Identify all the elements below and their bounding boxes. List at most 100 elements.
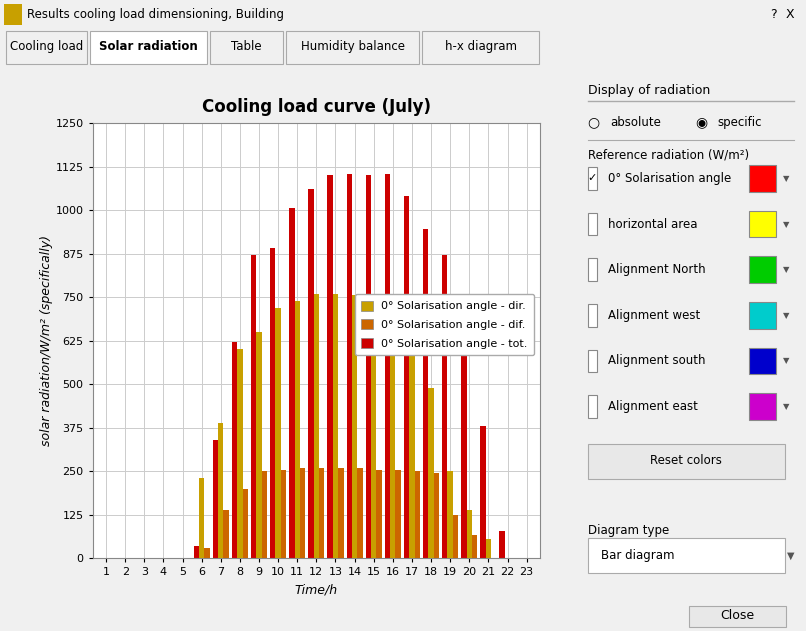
Text: ▼: ▼ <box>783 265 789 274</box>
Text: ▼: ▼ <box>783 402 789 411</box>
Bar <box>294 301 300 558</box>
Bar <box>4 4 22 25</box>
Bar <box>232 343 237 558</box>
Bar <box>289 208 294 558</box>
Text: ▼: ▼ <box>783 357 789 365</box>
Bar <box>588 213 597 235</box>
Bar <box>300 468 305 558</box>
FancyBboxPatch shape <box>6 31 87 64</box>
FancyBboxPatch shape <box>90 31 207 64</box>
FancyBboxPatch shape <box>210 31 283 64</box>
Bar <box>376 469 382 558</box>
Bar <box>314 293 319 558</box>
FancyBboxPatch shape <box>588 538 785 573</box>
Bar <box>434 473 439 558</box>
Text: ?: ? <box>771 8 777 21</box>
Bar <box>193 546 199 558</box>
Text: Alignment east: Alignment east <box>608 400 698 413</box>
Title: Cooling load curve (July): Cooling load curve (July) <box>202 98 431 116</box>
Bar <box>339 468 343 558</box>
Text: Results cooling load dimensioning, Building: Results cooling load dimensioning, Build… <box>27 8 284 21</box>
X-axis label: Time/h: Time/h <box>295 583 338 596</box>
Bar <box>199 478 205 558</box>
Bar <box>423 229 428 558</box>
Bar <box>461 336 467 558</box>
Bar <box>276 308 280 558</box>
Text: Reset colors: Reset colors <box>650 454 722 467</box>
Text: Cooling load: Cooling load <box>10 40 83 54</box>
Bar <box>588 304 597 327</box>
Bar <box>447 471 453 558</box>
Bar <box>237 350 243 558</box>
Bar <box>428 388 434 558</box>
Text: Alignment west: Alignment west <box>608 309 700 322</box>
Text: Display of radiation: Display of radiation <box>588 85 710 97</box>
Bar <box>280 469 286 558</box>
Text: 0° Solarisation angle: 0° Solarisation angle <box>608 172 731 185</box>
Bar <box>309 189 314 558</box>
Legend: 0° Solarisation angle - dir., 0° Solarisation angle - dif., 0° Solarisation angl: 0° Solarisation angle - dir., 0° Solaris… <box>355 294 534 355</box>
Text: horizontal area: horizontal area <box>608 218 697 230</box>
Text: h-x diagram: h-x diagram <box>445 40 517 54</box>
Text: ▼: ▼ <box>783 220 789 228</box>
Bar <box>749 302 776 329</box>
Bar <box>223 510 229 558</box>
Bar <box>371 297 376 558</box>
Bar <box>453 515 458 558</box>
Bar <box>749 256 776 283</box>
Text: Alignment south: Alignment south <box>608 355 705 367</box>
Bar <box>472 534 477 558</box>
Text: ○: ○ <box>588 115 600 129</box>
Bar <box>243 489 248 558</box>
Bar <box>347 174 352 558</box>
Y-axis label: solar radiation/W/m² (specifically): solar radiation/W/m² (specifically) <box>39 235 52 446</box>
Bar <box>319 468 324 558</box>
Bar <box>251 256 256 558</box>
FancyBboxPatch shape <box>689 606 786 627</box>
Bar <box>588 396 597 418</box>
Bar <box>270 249 276 558</box>
Bar <box>749 211 776 237</box>
Bar <box>213 440 218 558</box>
Bar <box>442 256 447 558</box>
Text: ◉: ◉ <box>696 115 708 129</box>
Text: absolute: absolute <box>610 115 661 129</box>
Bar <box>262 471 267 558</box>
Bar <box>390 336 396 558</box>
Text: Diagram type: Diagram type <box>588 524 669 536</box>
Bar <box>588 350 597 372</box>
Bar <box>218 423 223 558</box>
Bar <box>749 393 776 420</box>
FancyBboxPatch shape <box>286 31 419 64</box>
Bar <box>588 259 597 281</box>
Text: Reference radiation (W/m²): Reference radiation (W/m²) <box>588 149 749 162</box>
Text: ▼: ▼ <box>783 311 789 320</box>
Bar <box>327 175 333 558</box>
Text: specific: specific <box>717 115 762 129</box>
Text: ▼: ▼ <box>783 174 789 183</box>
Text: Bar diagram: Bar diagram <box>601 549 675 562</box>
Bar <box>588 167 597 190</box>
Text: Humidity balance: Humidity balance <box>301 40 405 54</box>
Bar <box>480 426 486 558</box>
Text: ✓: ✓ <box>588 174 597 184</box>
Text: Alignment North: Alignment North <box>608 263 705 276</box>
Bar <box>256 332 262 558</box>
Bar <box>384 174 390 558</box>
Bar <box>749 348 776 374</box>
Bar <box>749 165 776 192</box>
Bar <box>486 540 491 558</box>
FancyBboxPatch shape <box>422 31 539 64</box>
Bar <box>500 531 505 558</box>
FancyBboxPatch shape <box>588 444 785 479</box>
Bar <box>205 548 210 558</box>
Bar <box>414 471 420 558</box>
Text: Table: Table <box>231 40 262 54</box>
Bar <box>396 469 401 558</box>
Text: ▼: ▼ <box>787 550 795 560</box>
Text: Solar radiation: Solar radiation <box>99 40 198 54</box>
Bar <box>333 293 339 558</box>
Bar <box>467 510 472 558</box>
Bar <box>357 468 363 558</box>
Bar <box>366 175 371 558</box>
